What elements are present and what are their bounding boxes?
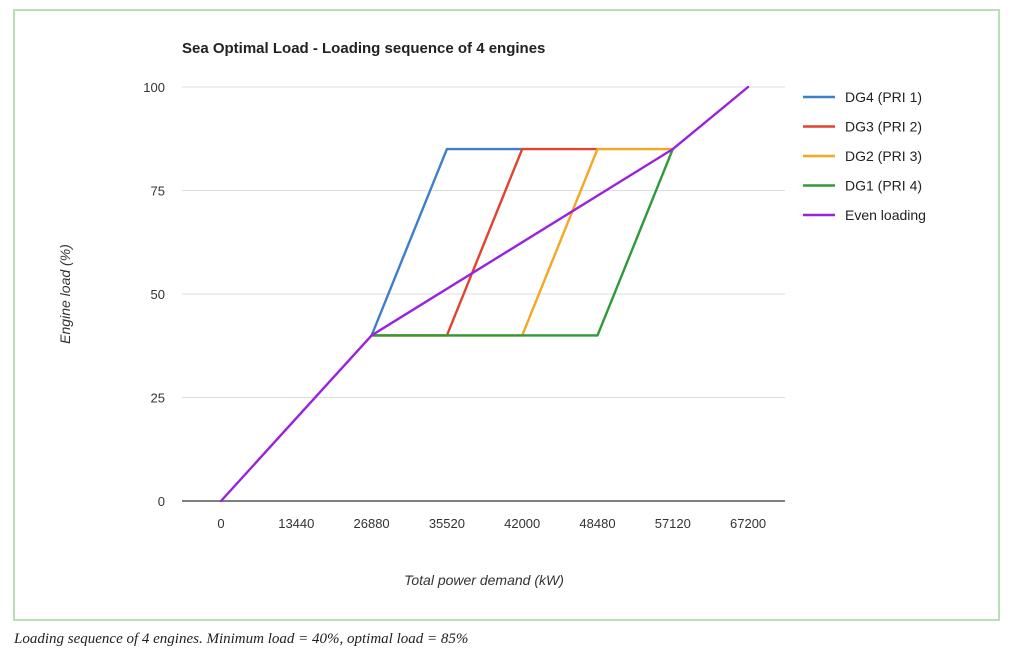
series-line-dg3-pri-2	[370, 147, 599, 337]
y-tick-label: 25	[151, 391, 165, 406]
figure-caption: Loading sequence of 4 engines. Minimum l…	[14, 631, 469, 647]
x-ticks: 0 13440 26880 35520 42000 48480 57120 67200	[217, 516, 766, 531]
y-tick-label: 100	[143, 80, 165, 95]
legend-label: DG1 (PRI 4)	[845, 178, 922, 194]
y-tick-label: 50	[151, 287, 165, 302]
legend-label: Even loading	[845, 207, 926, 223]
x-tick-label: 0	[217, 516, 224, 531]
legend: DG4 (PRI 1) DG3 (PRI 2) DG2 (PRI 3) DG1 (PR…	[803, 89, 926, 223]
legend-label: DG3 (PRI 2)	[845, 119, 922, 135]
x-tick-label: 26880	[354, 516, 390, 531]
y-ticks: 0 25 50 75 100	[143, 80, 165, 509]
x-tick-label: 13440	[278, 516, 314, 531]
y-tick-label: 0	[158, 494, 165, 509]
series-line-even-loading	[219, 85, 750, 503]
x-axis-label: Total power demand (kW)	[404, 572, 564, 588]
series-line-dg1-pri-4	[370, 147, 674, 337]
y-tick-label: 75	[151, 184, 165, 199]
legend-label: DG4 (PRI 1)	[845, 89, 922, 105]
series-lines	[219, 85, 750, 503]
x-tick-label: 42000	[504, 516, 540, 531]
x-tick-label: 35520	[429, 516, 465, 531]
series-line-dg4-pri-1	[370, 147, 524, 337]
grid	[182, 86, 785, 502]
x-tick-label: 67200	[730, 516, 766, 531]
chart-title: Sea Optimal Load - Loading sequence of 4…	[182, 40, 545, 57]
x-tick-label: 57120	[655, 516, 691, 531]
chart-frame	[13, 9, 1000, 621]
y-axis-label: Engine load (%)	[57, 244, 73, 344]
legend-label: DG2 (PRI 3)	[845, 148, 922, 164]
x-tick-label: 48480	[579, 516, 615, 531]
